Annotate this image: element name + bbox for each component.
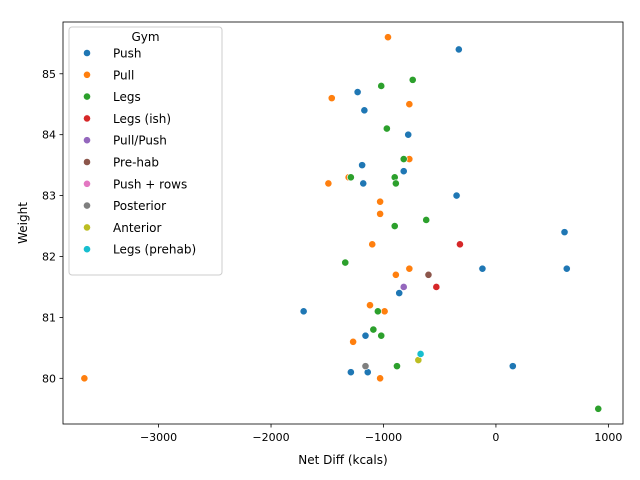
data-point xyxy=(452,191,461,200)
data-point xyxy=(422,216,431,224)
data-point xyxy=(432,283,441,291)
y-axis-label: Weight xyxy=(16,202,30,244)
data-point xyxy=(391,179,400,188)
legend-marker xyxy=(83,201,91,210)
data-point xyxy=(360,106,369,115)
y-tick-label: 80 xyxy=(42,372,56,385)
data-point xyxy=(80,374,89,383)
data-point xyxy=(399,155,408,163)
data-point xyxy=(373,307,382,316)
axes-frame xyxy=(62,21,624,425)
axes: −3000 −2000 −1000 0 1000 80 81 82 83 84 85 Net Diff… xyxy=(16,21,624,467)
legend-marker xyxy=(83,179,91,188)
legend-entry-label: Legs (ish) xyxy=(113,112,171,126)
data-point xyxy=(395,289,404,297)
legend-marker xyxy=(83,49,91,57)
data-point xyxy=(384,33,392,42)
y-tick-label: 83 xyxy=(42,190,56,203)
legend-entry-label: Pull/Push xyxy=(113,134,167,148)
legend-entry-label: Push xyxy=(113,47,142,61)
data-point xyxy=(508,362,517,371)
data-point xyxy=(327,94,336,103)
data-point xyxy=(377,82,386,90)
legend-marker xyxy=(83,114,91,123)
data-point xyxy=(368,240,377,249)
x-tick-label: −2000 xyxy=(252,431,289,444)
legend-entry-label: Posterior xyxy=(113,199,166,213)
data-point xyxy=(353,88,362,96)
x-axis-label: Net Diff (kcals) xyxy=(298,453,387,467)
data-point xyxy=(478,264,487,273)
data-point xyxy=(405,100,414,109)
plot-area xyxy=(80,33,603,413)
data-point xyxy=(408,75,417,84)
data-point xyxy=(377,331,386,340)
data-point xyxy=(382,124,391,133)
data-point xyxy=(391,270,400,279)
data-point xyxy=(376,209,385,218)
data-point xyxy=(366,301,374,310)
data-point xyxy=(399,283,408,291)
data-point xyxy=(324,179,333,188)
data-point xyxy=(376,197,385,206)
x-tick-label: −3000 xyxy=(140,431,177,444)
legend-marker xyxy=(83,158,91,166)
legend: Gym Push Pull Legs Legs (ish) Pull/Push Pre-ha… xyxy=(68,26,223,276)
data-point xyxy=(299,307,308,316)
data-point xyxy=(404,130,413,139)
y-tick-label: 81 xyxy=(42,311,56,324)
legend-title: Gym xyxy=(131,30,159,44)
legend-entry-label: Legs (prehab) xyxy=(113,243,196,257)
data-point xyxy=(361,331,370,340)
data-point xyxy=(361,362,370,371)
legend-box xyxy=(68,26,223,276)
data-point xyxy=(424,270,433,279)
data-point xyxy=(594,404,603,413)
legend-marker xyxy=(83,70,91,79)
data-point xyxy=(390,222,399,230)
data-point xyxy=(359,179,368,188)
legend-marker xyxy=(83,92,91,101)
data-point xyxy=(346,368,355,377)
data-point xyxy=(399,167,408,176)
data-point xyxy=(349,337,358,346)
legend-entry-label: Legs xyxy=(113,90,141,104)
data-point xyxy=(341,258,350,267)
data-point xyxy=(560,228,569,237)
legend-marker xyxy=(83,223,91,232)
y-tick-label: 85 xyxy=(42,68,56,81)
data-point xyxy=(380,307,389,316)
legend-marker xyxy=(83,136,91,145)
data-point xyxy=(358,161,367,170)
data-point xyxy=(346,173,355,182)
legend-entry-label: Push + rows xyxy=(113,177,187,191)
x-tick-label: −1000 xyxy=(365,431,402,444)
data-point xyxy=(376,374,385,383)
data-point xyxy=(369,325,378,334)
data-point xyxy=(405,264,414,273)
data-point xyxy=(416,350,425,358)
legend-entry-label: Anterior xyxy=(113,221,162,235)
legend-entry-label: Pre-hab xyxy=(113,156,159,170)
legend-marker xyxy=(83,245,91,254)
data-point xyxy=(562,264,571,273)
data-point xyxy=(456,240,464,249)
x-tick-label: 1000 xyxy=(594,431,622,444)
y-tick-label: 84 xyxy=(42,129,56,142)
data-point xyxy=(393,362,401,371)
y-tick-label: 82 xyxy=(42,251,56,264)
data-point xyxy=(454,45,463,54)
x-tick-label: 0 xyxy=(492,431,499,444)
legend-entry-label: Pull xyxy=(113,68,134,82)
